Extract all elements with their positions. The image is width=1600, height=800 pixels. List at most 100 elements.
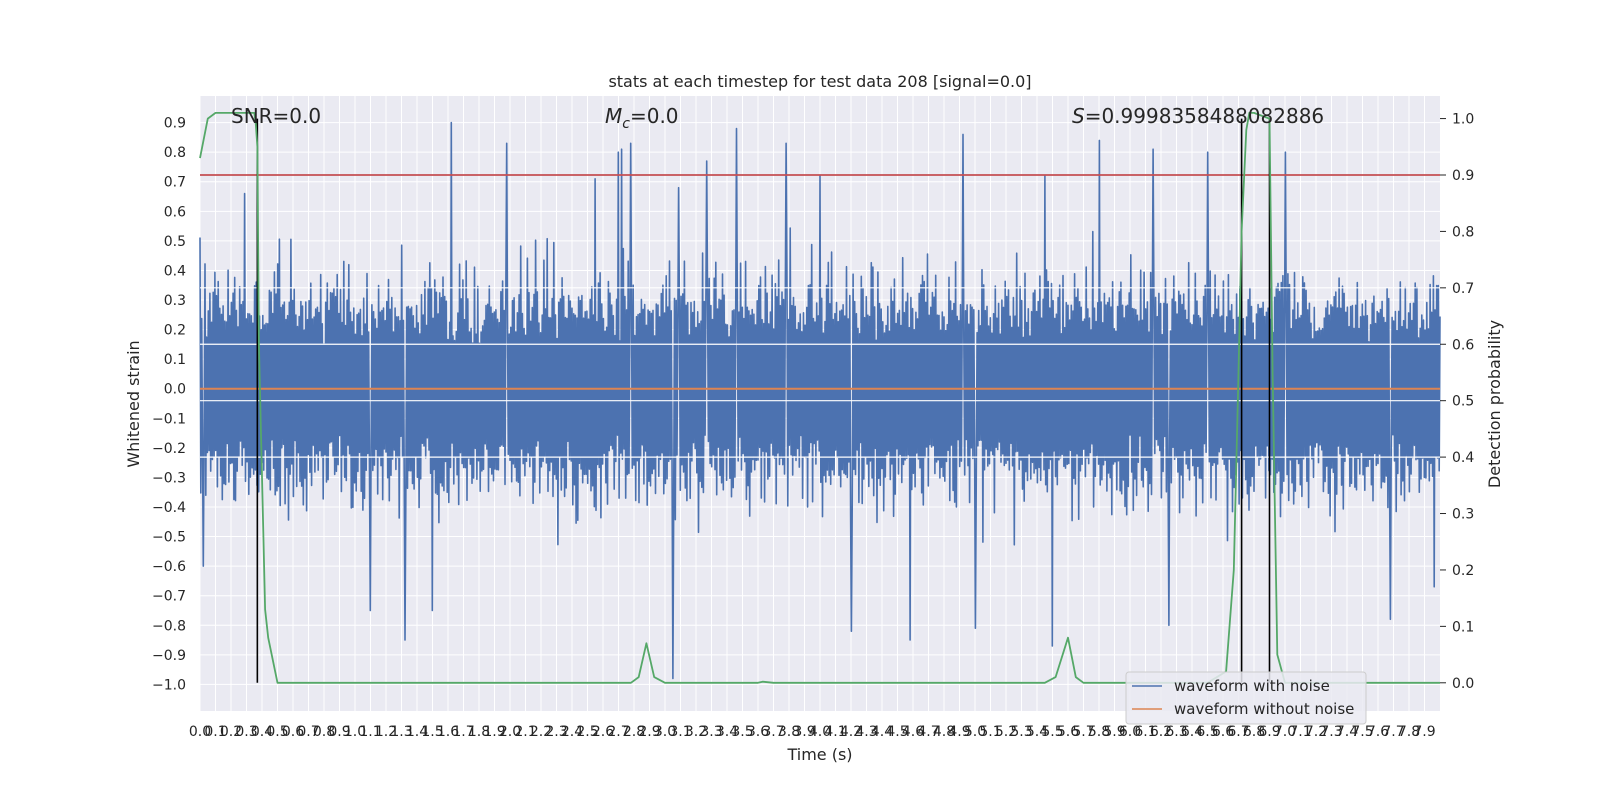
x-tick-label: 2.8: [623, 724, 645, 740]
right-axis-gridlines: [200, 287, 1440, 458]
left-y-tick-label: −0.1: [152, 411, 186, 427]
x-tick-label: 0.3: [235, 724, 257, 740]
x-tick-label: 7.8: [1398, 724, 1420, 740]
x-tick-label: 1.6: [437, 724, 459, 740]
x-tick-label: 4.9: [948, 724, 970, 740]
x-tick-label: 7.5: [1351, 724, 1373, 740]
x-tick-label: 2.4: [561, 724, 583, 740]
x-tick-label: 2.2: [530, 724, 552, 740]
x-tick-label: 0.8: [313, 724, 335, 740]
x-tick-label: 4.2: [840, 724, 862, 740]
left-y-tick-label: −0.7: [152, 589, 186, 605]
x-tick-label: 6.6: [1212, 724, 1234, 740]
score-annotation: S=0.9998358488082886: [1072, 104, 1324, 128]
x-tick-label: 5.7: [1072, 724, 1094, 740]
x-tick-label: 6.3: [1165, 724, 1187, 740]
x-tick-label: 0.4: [251, 724, 273, 740]
x-tick-label: 3.9: [793, 724, 815, 740]
x-tick-label: 0.5: [266, 724, 288, 740]
x-tick-label: 5.5: [1041, 724, 1063, 740]
x-tick-label: 6.2: [1150, 724, 1172, 740]
x-tick-label: 0.2: [220, 724, 242, 740]
x-tick-label: 7.1: [1289, 724, 1311, 740]
x-tick-label: 6.0: [1119, 724, 1141, 740]
right-y-tick-label: 0.5: [1452, 394, 1474, 410]
left-y-tick-label: −0.2: [152, 441, 186, 457]
left-y-tick-label: 0.8: [164, 145, 186, 161]
x-tick-label: 1.4: [406, 724, 428, 740]
x-tick-label: 6.1: [1134, 724, 1156, 740]
x-tick-label: 2.7: [607, 724, 629, 740]
right-y-tick-labels: 1.0 0.9 0.8 0.7 0.6 0.5 0.4 0.3 0.2 0.1 0.0: [1440, 112, 1474, 692]
x-tick-label: 5.4: [1026, 724, 1048, 740]
legend-label-waveform-without-noise: waveform without noise: [1174, 700, 1354, 718]
right-y-axis-label: Detection probability: [1485, 320, 1504, 488]
x-tick-label: 3.8: [778, 724, 800, 740]
right-y-tick-label: 0.7: [1452, 281, 1474, 297]
x-tick-label: 7.9: [1413, 724, 1435, 740]
x-tick-label: 1.5: [421, 724, 443, 740]
x-tick-label: 7.0: [1274, 724, 1296, 740]
chart-title: stats at each timestep for test data 208…: [608, 72, 1031, 91]
x-tick-label: 0.1: [204, 724, 226, 740]
x-tick-label: 6.4: [1181, 724, 1203, 740]
left-y-tick-label: −0.8: [152, 618, 186, 634]
left-y-tick-label: 0.0: [164, 382, 186, 398]
x-tick-label: 6.5: [1196, 724, 1218, 740]
legend: waveform with noise waveform without noi…: [1125, 671, 1367, 725]
x-tick-label: 5.3: [1010, 724, 1032, 740]
x-tick-label: 3.6: [747, 724, 769, 740]
x-tick-label: 1.7: [452, 724, 474, 740]
right-y-tick-label: 0.3: [1452, 507, 1474, 523]
chirp-mass-value: =0.0: [630, 104, 679, 128]
score-value: =0.9998358488082886: [1085, 104, 1324, 128]
x-tick-label: 6.8: [1243, 724, 1265, 740]
x-tick-label: 4.3: [855, 724, 877, 740]
left-y-tick-label: −0.5: [152, 530, 186, 546]
chirp-mass-symbol: M: [605, 104, 622, 128]
x-tick-label: 1.9: [483, 724, 505, 740]
x-tick-label: 2.0: [499, 724, 521, 740]
right-y-tick-label: 0.9: [1452, 168, 1474, 184]
x-tick-labels: 0.00.10.20.30.40.50.60.70.80.91.01.11.21…: [189, 724, 1436, 740]
chirp-mass-subscript: c: [622, 116, 630, 132]
x-tick-label: 4.4: [871, 724, 893, 740]
x-tick-label: 1.8: [468, 724, 490, 740]
x-tick-label: 4.1: [824, 724, 846, 740]
right-y-tick-label: 0.4: [1452, 450, 1474, 466]
x-tick-label: 2.3: [545, 724, 567, 740]
x-tick-label: 3.1: [669, 724, 691, 740]
score-symbol: S: [1072, 104, 1085, 128]
x-tick-label: 6.7: [1227, 724, 1249, 740]
left-y-tick-label: 0.6: [164, 204, 186, 220]
left-y-tick-label: 0.5: [164, 234, 186, 250]
left-y-tick-label: 0.2: [164, 323, 186, 339]
x-tick-label: 2.5: [576, 724, 598, 740]
x-tick-label: 1.0: [344, 724, 366, 740]
x-tick-label: 1.1: [359, 724, 381, 740]
x-tick-label: 2.6: [592, 724, 614, 740]
x-tick-label: 5.2: [995, 724, 1017, 740]
x-tick-label: 7.3: [1320, 724, 1342, 740]
left-y-tick-label: 0.1: [164, 352, 186, 368]
series-detection-probability: [199, 112, 1440, 684]
x-tick-label: 0.0: [189, 724, 211, 740]
right-y-tick-label: 1.0: [1452, 112, 1474, 128]
x-tick-label: 4.8: [933, 724, 955, 740]
detection-probability-line: [199, 112, 1440, 684]
left-y-tick-label: 0.9: [164, 116, 186, 132]
left-y-tick-label: 0.3: [164, 293, 186, 309]
x-tick-label: 5.9: [1103, 724, 1125, 740]
left-y-tick-label: −1.0: [152, 677, 186, 693]
right-y-tick-label: 0.0: [1452, 676, 1474, 692]
right-y-tick-label: 0.6: [1452, 337, 1474, 353]
x-tick-label: 3.2: [685, 724, 707, 740]
legend-label-waveform-with-noise: waveform with noise: [1174, 677, 1330, 695]
x-tick-label: 0.9: [328, 724, 350, 740]
x-tick-label: 6.9: [1258, 724, 1280, 740]
x-axis-label: Time (s): [786, 745, 852, 764]
left-y-tick-labels: 0.9 0.8 0.7 0.6 0.5 0.4 0.3 0.2 0.1 0.0 −0.1 −0.2 −0…: [152, 116, 186, 694]
left-y-tick-label: −0.9: [152, 648, 186, 664]
legend-box: [1125, 671, 1367, 725]
